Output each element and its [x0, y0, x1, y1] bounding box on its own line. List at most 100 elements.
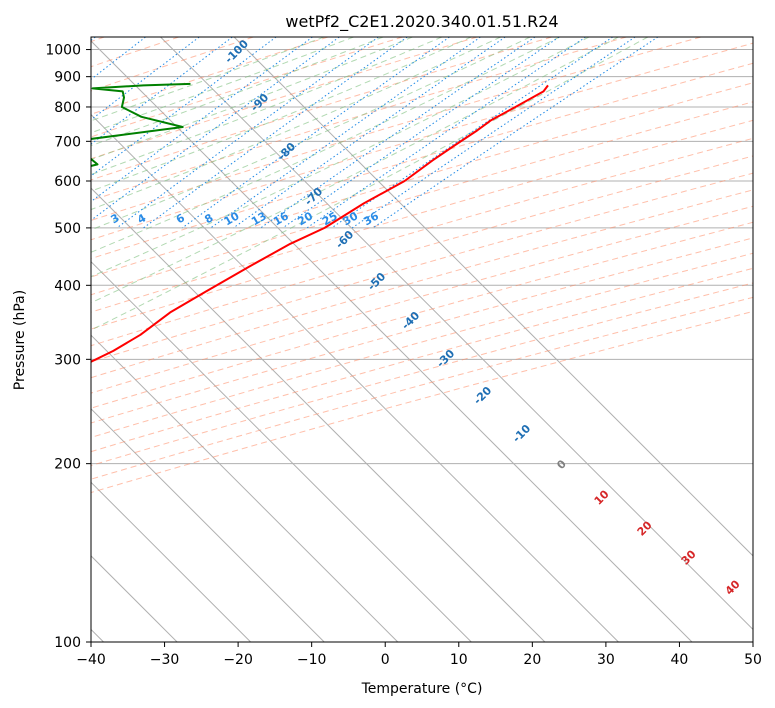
dry-adiabat-line: [91, 37, 254, 92]
dry-adiabat-line: [91, 37, 702, 221]
y-axis-ticks: 100 200 300 400 500 600 700 800 900 1000: [45, 43, 91, 651]
isotherm-label: -50: [365, 270, 388, 293]
isotherm-label: 30: [679, 547, 699, 567]
isotherm-label: -60: [333, 228, 356, 251]
mixing-ratio-label: 16: [271, 209, 291, 228]
moist-adiabat-line: [91, 37, 590, 278]
x-tick-label: 30: [597, 652, 615, 668]
isotherm-line: [233, 37, 753, 557]
moist-adiabat-line: [91, 37, 649, 331]
isotherm-label: -10: [510, 422, 533, 445]
isotherm-line: [91, 408, 325, 642]
y-tick-label: 300: [54, 352, 81, 368]
dry-adiabat-line: [91, 101, 753, 296]
mixing-ratio-line: [181, 37, 450, 229]
isotherm-label: -20: [471, 384, 494, 407]
mixing-ratio-line: [351, 37, 636, 229]
x-tick-label: 10: [450, 652, 468, 668]
y-tick-label: 400: [54, 278, 81, 294]
dry-adiabat-line: [91, 37, 478, 160]
isotherm-label: -70: [302, 185, 325, 208]
dewpoint-line: [91, 82, 191, 167]
chart-title: wetPf2_C2E1.2020.340.01.51.R24: [285, 12, 558, 32]
moist-adiabat-line: [91, 37, 443, 176]
dry-adiabat-line: [91, 37, 627, 201]
x-axis-label: Temperature (°C): [361, 681, 483, 697]
isotherm-label: -40: [399, 309, 422, 332]
isotherm-line: [91, 481, 252, 642]
x-tick-label: −30: [150, 652, 180, 668]
dry-adiabat-line: [91, 296, 753, 480]
dry-adiabat-line: [91, 172, 753, 363]
moist-adiabat-line: [91, 37, 531, 231]
mixing-ratio-line: [91, 37, 233, 145]
dry-adiabat-line: [91, 221, 753, 409]
mixing-ratio-label: 20: [295, 209, 315, 228]
isotherm-label: 0: [554, 457, 569, 472]
dry-adiabat-line: [91, 137, 753, 330]
isotherm-label: 20: [635, 518, 655, 538]
data-series: [91, 82, 549, 363]
dry-adiabat-line: [91, 310, 753, 494]
mixing-ratio-line: [91, 37, 146, 80]
y-tick-label: 900: [54, 70, 81, 86]
isotherm-line: [91, 334, 399, 642]
mixing-ratio-line: [91, 37, 96, 42]
moist-adiabat-line: [91, 37, 413, 161]
y-tick-label: 800: [54, 100, 81, 116]
mixing-ratio-label: 1: [14, 211, 27, 226]
moist-adiabat-line: [91, 37, 502, 211]
y-tick-label: 700: [54, 134, 81, 150]
x-tick-label: 40: [671, 652, 689, 668]
y-tick-label: 100: [54, 635, 81, 651]
isotherm-label: -80: [275, 140, 298, 163]
x-tick-label: 50: [744, 652, 762, 668]
mixing-ratio-line: [372, 37, 659, 229]
moist-adiabat-line: [91, 37, 325, 122]
temperature-line: [91, 84, 549, 363]
x-axis-ticks: −40 −30 −20 −10 0 10 20 30 40 50: [76, 642, 762, 668]
moist-adiabat-line: [91, 37, 384, 147]
isotherm-label: -100: [222, 37, 251, 66]
isotherm-label: 10: [592, 487, 612, 507]
moist-adiabat-line: [91, 37, 560, 253]
x-tick-label: −20: [223, 652, 253, 668]
isotherm-line: [91, 260, 472, 642]
x-tick-label: −40: [76, 652, 106, 668]
mixing-ratio-line: [233, 37, 506, 229]
dry-adiabat-line: [91, 37, 403, 138]
mixing-ratio-line: [282, 37, 560, 229]
dry-adiabat-line: [91, 119, 753, 313]
y-tick-label: 200: [54, 457, 81, 473]
mixing-ratio-line: [306, 37, 586, 229]
moist-adiabat-line: [91, 37, 619, 304]
mixing-ratio-line: [91, 37, 340, 221]
dry-adiabat-line: [91, 189, 753, 379]
isotherm-line: [160, 37, 753, 631]
mixing-ratio-line: [91, 37, 313, 203]
mixing-ratio-label: 6: [174, 211, 187, 226]
isotherm-line: [91, 113, 619, 642]
dry-adiabat-line: [91, 267, 753, 453]
isotherm-line: [91, 40, 693, 642]
x-tick-label: 20: [523, 652, 541, 668]
dry-adiabat-line: [91, 37, 552, 181]
mixing-ratio-label: 3: [109, 211, 122, 226]
dry-adiabat-line: [91, 62, 753, 260]
mixing-ratio-line: [91, 37, 200, 121]
mixing-ratio-line: [260, 37, 536, 229]
y-tick-label: 500: [54, 221, 81, 237]
y-tick-label: 1000: [45, 43, 81, 59]
isotherm-line: [91, 187, 546, 642]
mixing-ratio-label: 4: [135, 211, 148, 226]
mixing-ratio-label: 8: [202, 211, 215, 226]
dry-adiabat-line: [91, 237, 753, 424]
moist-adiabat-line: [91, 37, 472, 192]
dry-adiabat-line: [91, 155, 753, 347]
background-lines: 0.10.20.40.611.52346810131620253036-100-…: [14, 37, 753, 642]
mixing-ratio-line: [143, 37, 408, 229]
x-tick-label: 0: [381, 652, 390, 668]
isotherm-label: 40: [723, 577, 743, 597]
plot-frame: [90, 36, 754, 643]
